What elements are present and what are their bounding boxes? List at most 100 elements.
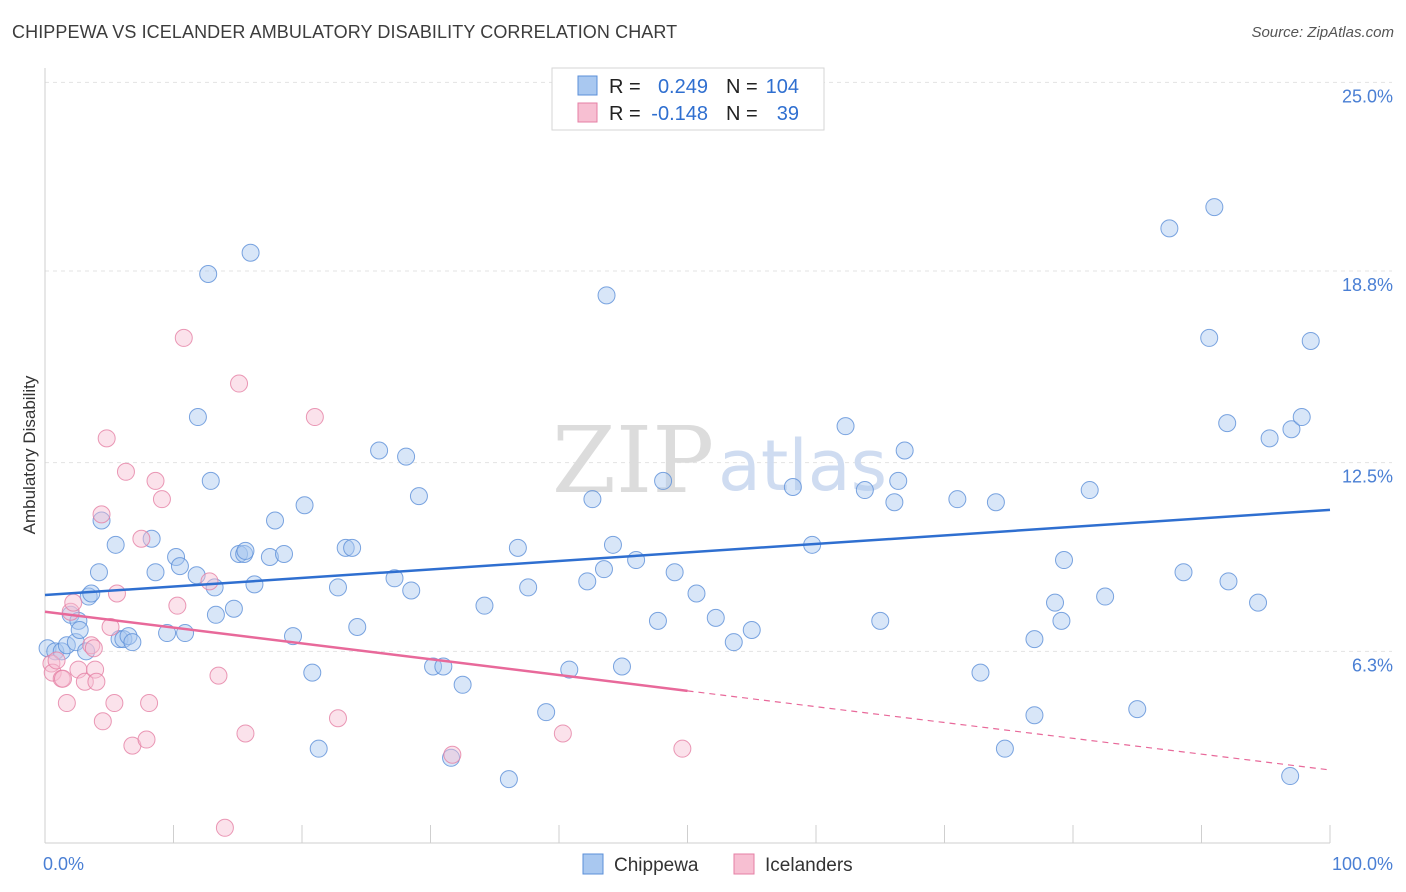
point-chippewa-51 (409, 487, 428, 506)
point-icelanders-2 (47, 651, 66, 670)
point-chippewa-82 (889, 471, 908, 490)
legend-r-label-0: R = (609, 76, 641, 98)
point-icelanders-7 (64, 593, 83, 612)
x-tick-labels: 0.0% 100.0% (43, 854, 1393, 874)
point-chippewa-95 (1128, 700, 1147, 719)
point-icelanders-10 (82, 636, 101, 655)
point-icelanders-14 (92, 505, 111, 524)
gridlines (45, 81, 1392, 652)
point-chippewa-79 (855, 481, 874, 500)
point-chippewa-20 (158, 624, 177, 643)
point-chippewa-94 (1096, 587, 1115, 606)
x-tick-label-1: 100.0% (1332, 854, 1393, 874)
point-icelanders-22 (132, 529, 151, 548)
point-chippewa-80 (871, 611, 890, 630)
point-chippewa-98 (1200, 328, 1219, 347)
point-chippewa-63 (583, 490, 602, 509)
bottom-legend-swatch-0 (582, 853, 604, 875)
point-chippewa-73 (706, 608, 725, 627)
point-chippewa-102 (1249, 593, 1268, 612)
point-chippewa-67 (612, 657, 631, 676)
point-chippewa-68 (627, 551, 646, 570)
point-chippewa-17 (123, 633, 142, 652)
point-chippewa-56 (475, 596, 494, 615)
point-icelanders-13 (87, 672, 106, 691)
legend-r-value-1: -0.148 (651, 103, 708, 125)
point-icelanders-15 (93, 712, 112, 731)
point-chippewa-97 (1174, 563, 1193, 582)
trend-line-icelanders-extension (687, 690, 1331, 771)
point-chippewa-59 (519, 578, 538, 597)
point-icelanders-34 (305, 408, 324, 427)
point-chippewa-21 (167, 547, 186, 566)
point-chippewa-46 (348, 617, 367, 636)
point-icelanders-24 (140, 694, 159, 713)
point-chippewa-96 (1160, 219, 1179, 238)
point-chippewa-71 (665, 563, 684, 582)
point-chippewa-66 (603, 535, 622, 554)
point-chippewa-100 (1218, 414, 1237, 433)
legend: R = 0.249 N = 104 R = -0.148 N = 39 (551, 67, 825, 131)
point-chippewa-84 (948, 490, 967, 509)
point-chippewa-76 (783, 478, 802, 497)
point-chippewa-69 (648, 611, 667, 630)
point-chippewa-22 (170, 557, 189, 576)
point-icelanders-33 (236, 724, 255, 743)
point-icelanders-5 (57, 694, 76, 713)
point-chippewa-72 (687, 584, 706, 603)
legend-swatch-0 (577, 75, 598, 96)
point-icelanders-23 (137, 730, 156, 749)
point-chippewa-38 (275, 544, 294, 563)
point-chippewa-57 (499, 770, 518, 789)
point-chippewa-85 (971, 663, 990, 682)
legend-r-value-0: 0.249 (658, 76, 708, 98)
point-chippewa-62 (578, 572, 597, 591)
point-chippewa-37 (266, 511, 285, 530)
point-icelanders-27 (168, 596, 187, 615)
point-chippewa-43 (328, 578, 347, 597)
point-icelanders-0 (42, 654, 61, 673)
point-chippewa-1 (46, 642, 65, 661)
point-chippewa-13 (106, 535, 125, 554)
point-chippewa-33 (236, 541, 255, 560)
bottom-legend: Chippewa Icelanders (582, 853, 853, 876)
point-chippewa-19 (146, 563, 165, 582)
point-chippewa-104 (1281, 767, 1300, 786)
point-chippewa-92 (1055, 551, 1074, 570)
point-chippewa-12 (92, 511, 111, 530)
legend-r-label-1: R = (609, 103, 641, 125)
point-chippewa-48 (385, 569, 404, 588)
watermark: ZIP atlas (552, 407, 887, 514)
x-tick-label-0: 0.0% (43, 854, 84, 874)
y-tick-label-2: 18.8% (1342, 275, 1393, 295)
y-tick-label-3: 25.0% (1342, 86, 1393, 106)
point-chippewa-83 (895, 441, 914, 460)
point-chippewa-26 (199, 265, 218, 284)
point-icelanders-38 (673, 739, 692, 758)
legend-n-value-0: 104 (766, 76, 799, 98)
point-chippewa-35 (241, 243, 260, 262)
point-chippewa-105 (1282, 420, 1301, 439)
point-icelanders-4 (53, 669, 72, 688)
legend-n-label-0: N = (726, 76, 758, 98)
point-chippewa-55 (453, 675, 472, 694)
point-chippewa-78 (836, 417, 855, 436)
point-chippewa-107 (1301, 331, 1320, 350)
point-icelanders-17 (101, 617, 120, 636)
bottom-legend-label-0: Chippewa (614, 855, 699, 876)
point-chippewa-58 (508, 538, 527, 557)
point-chippewa-5 (66, 633, 85, 652)
point-chippewa-90 (1046, 593, 1065, 612)
point-chippewa-25 (188, 408, 207, 427)
axes (44, 68, 1331, 844)
point-chippewa-87 (995, 739, 1014, 758)
point-chippewa-75 (742, 621, 761, 640)
point-icelanders-29 (200, 572, 219, 591)
point-icelanders-35 (328, 709, 347, 728)
point-chippewa-88 (1025, 630, 1044, 649)
point-chippewa-7 (70, 621, 89, 640)
point-icelanders-19 (107, 584, 126, 603)
point-chippewa-32 (235, 544, 254, 563)
point-chippewa-99 (1205, 198, 1224, 217)
